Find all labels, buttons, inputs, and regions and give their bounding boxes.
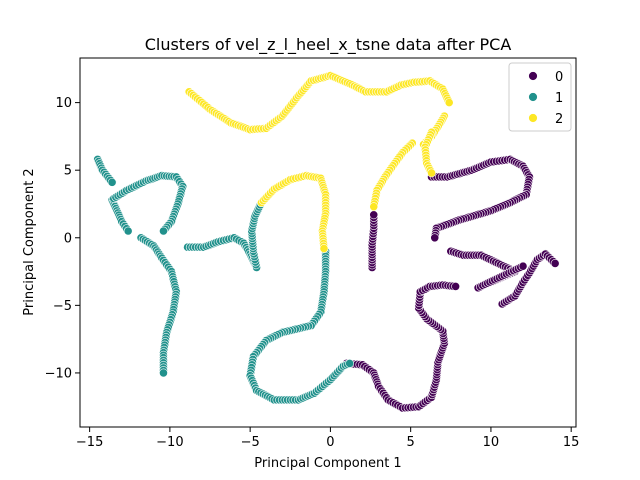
legend-marker-2 xyxy=(528,113,538,123)
legend-label-1: 1 xyxy=(555,91,563,106)
y-tick-label: −5 xyxy=(53,299,72,314)
y-tick-label: 5 xyxy=(64,164,72,179)
data-point-cluster-2 xyxy=(444,98,454,107)
x-tick-label: −5 xyxy=(241,435,260,450)
data-point-cluster-1 xyxy=(159,226,168,236)
legend: 0 1 2 xyxy=(508,62,572,132)
y-tick-label: 10 xyxy=(55,96,72,111)
plot-frame xyxy=(79,57,577,428)
x-tick-label: −15 xyxy=(76,435,103,450)
y-tick-label: −10 xyxy=(45,366,72,381)
data-point-cluster-0 xyxy=(430,233,440,243)
data-points xyxy=(93,71,560,413)
data-point-cluster-2 xyxy=(369,202,379,212)
x-tick-label: 10 xyxy=(483,435,500,450)
y-tick-label: 0 xyxy=(64,231,72,246)
data-point-cluster-0 xyxy=(518,261,528,271)
data-point-cluster-0 xyxy=(550,259,560,268)
y-axis: −10 −5 0 5 10 xyxy=(45,96,80,381)
data-point-cluster-2 xyxy=(427,168,436,178)
chart-title: Clusters of vel_z_l_heel_x_tsne data aft… xyxy=(145,35,512,55)
x-axis: −15 −10 −5 0 5 10 15 xyxy=(76,427,580,450)
legend-label-0: 0 xyxy=(555,70,563,85)
legend-box xyxy=(508,62,572,132)
data-point-cluster-1 xyxy=(123,226,133,236)
legend-label-2: 2 xyxy=(555,112,563,127)
x-tick-label: 0 xyxy=(326,435,334,450)
data-point-cluster-1 xyxy=(107,177,117,187)
y-axis-title: Principal Component 2 xyxy=(22,168,37,315)
data-point-cluster-0 xyxy=(369,210,379,220)
data-point-cluster-1 xyxy=(159,368,168,378)
x-axis-title: Principal Component 1 xyxy=(254,456,401,471)
data-point-cluster-2 xyxy=(319,244,329,253)
x-tick-label: −10 xyxy=(156,435,183,450)
x-tick-label: 5 xyxy=(407,435,415,450)
x-tick-label: 15 xyxy=(563,435,580,450)
legend-marker-0 xyxy=(528,71,538,81)
legend-marker-1 xyxy=(528,92,538,102)
data-point-cluster-1 xyxy=(345,359,355,368)
data-point-cluster-0 xyxy=(451,282,461,291)
